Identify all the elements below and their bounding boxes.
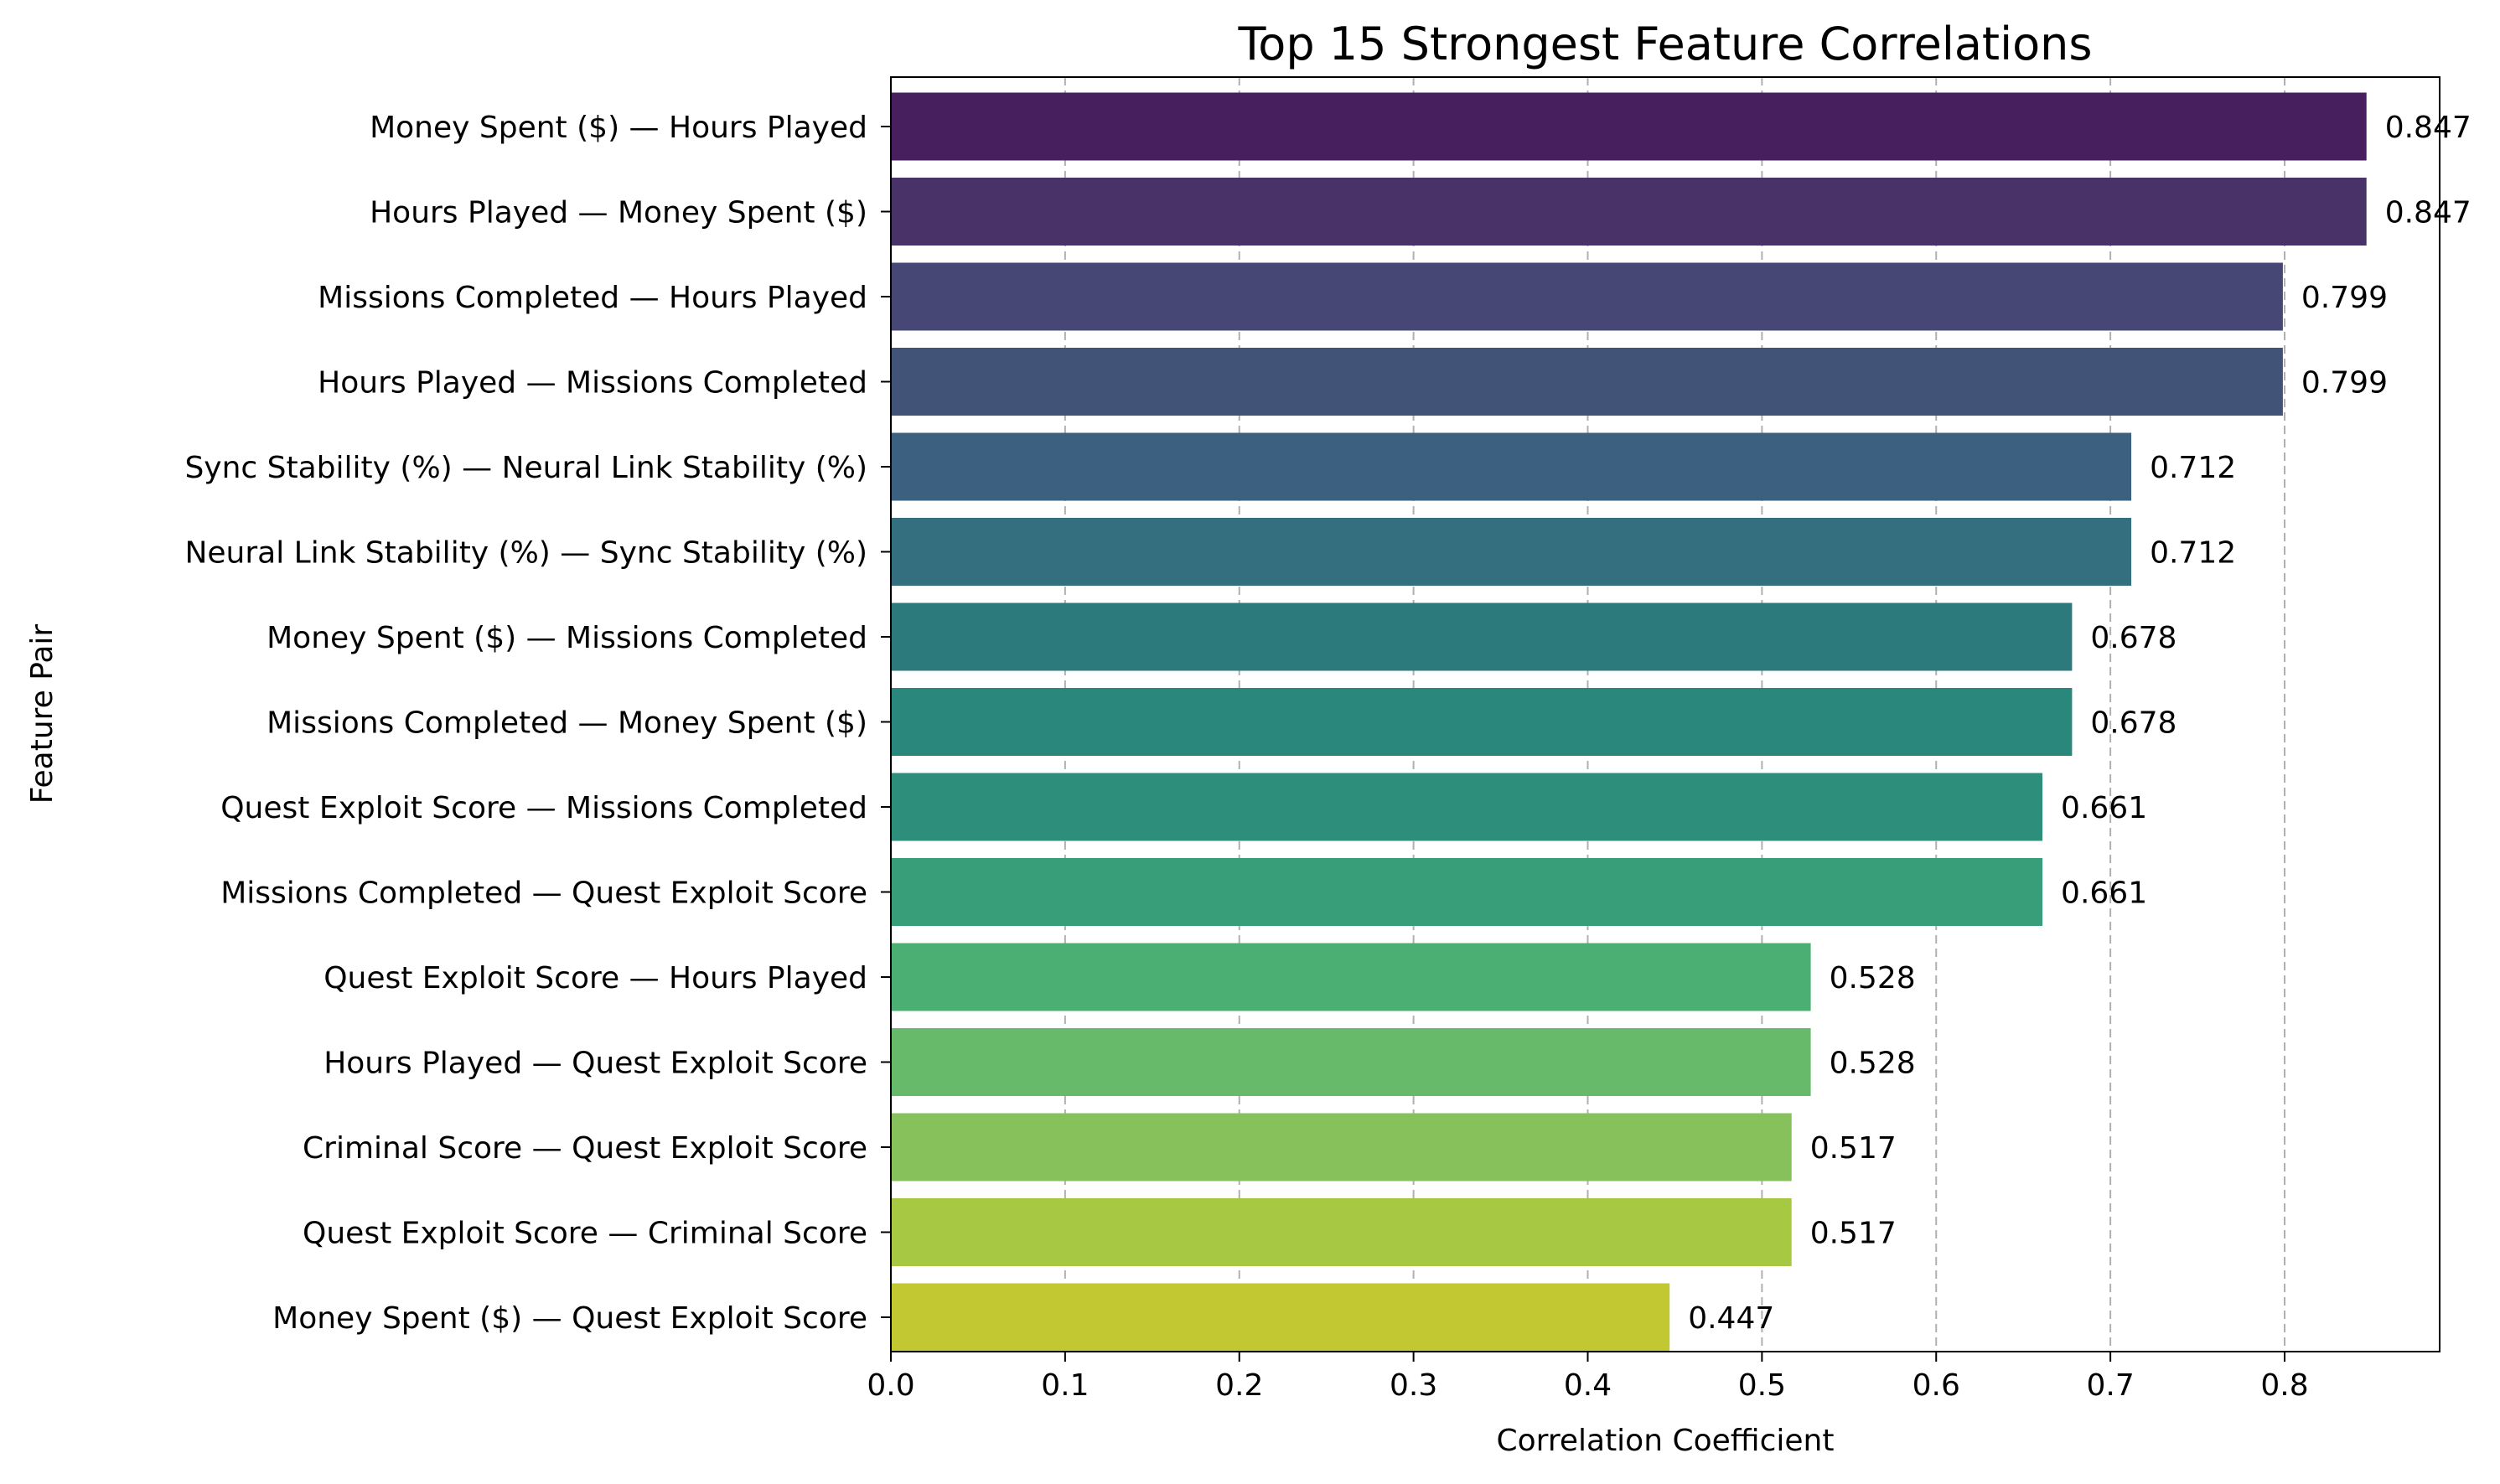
bar [891, 1113, 1792, 1182]
y-tick-label: Sync Stability (%) — Neural Link Stabili… [184, 451, 867, 485]
bar [891, 432, 2132, 501]
x-tick-label: 0.0 [867, 1368, 914, 1403]
y-tick-label: Quest Exploit Score — Hours Played [323, 961, 867, 995]
value-labels: 0.847 0.847 0.799 0.799 0.712 0.712 0.678 0.678… [1688, 111, 2472, 1336]
y-axis-ticks: Money Spent ($) — Hours Played Hours Play… [184, 111, 891, 1336]
bar-value-label: 0.678 [2090, 621, 2177, 655]
y-tick-label: Hours Played — Quest Exploit Score [323, 1047, 867, 1081]
bar-value-label: 0.712 [2150, 451, 2236, 485]
y-tick-label: Neural Link Stability (%) — Sync Stabili… [184, 536, 867, 571]
x-tick-label: 0.5 [1738, 1368, 1786, 1403]
bars [891, 92, 2367, 1352]
y-tick-label: Missions Completed — Money Spent ($) [267, 706, 867, 741]
bar [891, 773, 2043, 841]
chart-title: Top 15 Strongest Feature Correlations [1238, 18, 2093, 70]
bar-value-label: 0.799 [2301, 281, 2388, 315]
bar-value-label: 0.528 [1830, 961, 1916, 995]
y-tick-label: Quest Exploit Score — Missions Completed [220, 791, 867, 825]
y-tick-label: Missions Completed — Hours Played [318, 281, 867, 315]
bar [891, 858, 2043, 926]
bar [891, 262, 2283, 331]
x-tick-label: 0.7 [2086, 1368, 2134, 1403]
bar-value-label: 0.661 [2061, 791, 2147, 825]
y-tick-label: Hours Played — Money Spent ($) [370, 196, 867, 230]
x-tick-label: 0.2 [1215, 1368, 1263, 1403]
bar [891, 1283, 1670, 1352]
y-tick-label: Quest Exploit Score — Criminal Score [303, 1217, 867, 1251]
bar-value-label: 0.799 [2301, 366, 2388, 401]
x-tick-label: 0.3 [1390, 1368, 1437, 1403]
bar-value-label: 0.528 [1830, 1047, 1916, 1081]
bar [891, 602, 2073, 671]
y-tick-label: Money Spent ($) — Quest Exploit Score [272, 1301, 867, 1336]
y-tick-label: Missions Completed — Quest Exploit Score [220, 876, 867, 911]
bar [891, 348, 2283, 416]
y-tick-label: Money Spent ($) — Hours Played [370, 111, 867, 145]
x-tick-label: 0.4 [1564, 1368, 1612, 1403]
x-axis-label: Correlation Coefficient [1497, 1424, 1835, 1458]
x-tick-label: 0.1 [1041, 1368, 1089, 1403]
y-tick-label: Criminal Score — Quest Exploit Score [303, 1131, 867, 1166]
bar-value-label: 0.678 [2090, 706, 2177, 741]
bar [891, 1198, 1792, 1266]
bar [891, 178, 2367, 246]
x-axis-ticks: 0.0 0.1 0.2 0.3 0.4 0.5 0.6 0.7 0.8 [867, 1352, 2309, 1403]
bar [891, 518, 2132, 586]
bar-value-label: 0.847 [2385, 196, 2472, 230]
x-tick-label: 0.6 [1913, 1368, 1960, 1403]
y-tick-label: Money Spent ($) — Missions Completed [267, 621, 867, 655]
bar [891, 688, 2073, 756]
y-axis-label: Feature Pair [25, 624, 60, 804]
bar-value-label: 0.447 [1688, 1301, 1774, 1336]
plot-frame [890, 76, 2440, 1352]
bar-value-label: 0.517 [1810, 1131, 1897, 1166]
bar [891, 1028, 1811, 1096]
y-tick-label: Hours Played — Missions Completed [318, 366, 867, 401]
bar-value-label: 0.661 [2061, 876, 2147, 911]
bar-value-label: 0.847 [2385, 111, 2472, 145]
bar-value-label: 0.712 [2150, 536, 2236, 571]
bar [891, 943, 1811, 1011]
bar [891, 92, 2367, 161]
x-tick-label: 0.8 [2260, 1368, 2308, 1403]
bar-value-label: 0.517 [1810, 1217, 1897, 1251]
